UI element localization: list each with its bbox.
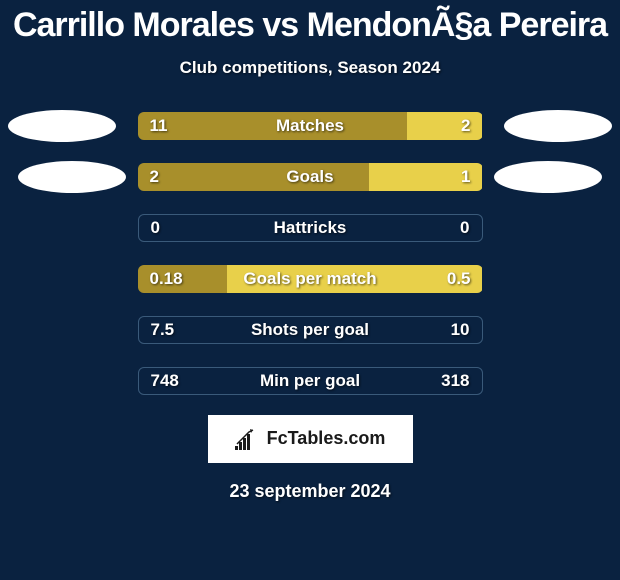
bar-seg-right xyxy=(369,163,483,191)
stat-value-right: 0 xyxy=(460,218,469,238)
stat-value-right: 10 xyxy=(451,320,470,340)
player-left-ellipse xyxy=(8,110,116,142)
stat-value-left: 0 xyxy=(151,218,160,238)
subtitle: Club competitions, Season 2024 xyxy=(0,58,620,78)
stats-comparison-card: Carrillo Morales vs MendonÃ§a Pereira Cl… xyxy=(0,0,620,502)
bar-seg-left xyxy=(138,112,407,140)
bar-seg-right xyxy=(407,112,483,140)
stat-bar: Goals21 xyxy=(138,163,483,191)
player-right-ellipse xyxy=(504,110,612,142)
logo-text: FcTables.com xyxy=(267,428,386,449)
date-label: 23 september 2024 xyxy=(0,481,620,502)
stat-label: Hattricks xyxy=(139,218,482,238)
stat-value-left: 748 xyxy=(151,371,179,391)
bar-seg-right xyxy=(227,265,482,293)
stat-row: Shots per goal7.5 10 xyxy=(0,316,620,344)
stat-value-right: 318 xyxy=(441,371,469,391)
stat-bar: Min per goal748 318 xyxy=(138,367,483,395)
stat-row: Min per goal748 318 xyxy=(0,367,620,395)
stat-bar: Matches112 xyxy=(138,112,483,140)
stat-row: Goals per match0.180.5 xyxy=(0,265,620,293)
stat-label: Min per goal xyxy=(139,371,482,391)
stat-rows: Matches112 Goals21 Hattricks0 0 Goals per ma… xyxy=(0,112,620,395)
player-left-ellipse xyxy=(18,161,126,193)
player-right-ellipse xyxy=(494,161,602,193)
logo-box: FcTables.com xyxy=(208,415,413,463)
bar-seg-left xyxy=(138,163,369,191)
bar-seg-left xyxy=(138,265,228,293)
stat-label: Shots per goal xyxy=(139,320,482,340)
stat-value-left: 7.5 xyxy=(151,320,175,340)
stat-bar: Shots per goal7.5 10 xyxy=(138,316,483,344)
fctables-icon xyxy=(235,428,263,450)
logo: FcTables.com xyxy=(235,428,386,450)
stat-row: Goals21 xyxy=(0,163,620,191)
stat-bar: Hattricks0 0 xyxy=(138,214,483,242)
stat-row: Matches112 xyxy=(0,112,620,140)
page-title: Carrillo Morales vs MendonÃ§a Pereira xyxy=(0,8,620,44)
stat-bar: Goals per match0.180.5 xyxy=(138,265,483,293)
stat-row: Hattricks0 0 xyxy=(0,214,620,242)
